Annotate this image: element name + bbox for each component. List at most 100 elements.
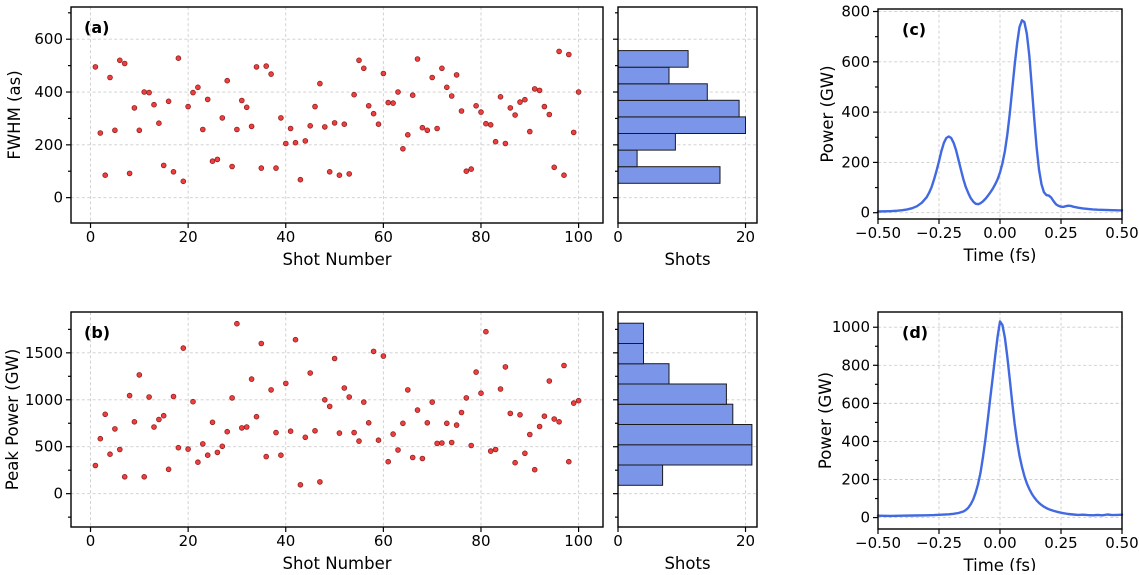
- scatter-point: [156, 120, 162, 126]
- scatter-point: [253, 64, 260, 70]
- scatter-point: [419, 124, 426, 131]
- c-ytick-label: 600: [841, 53, 870, 71]
- a-scatter-frame: [70, 6, 604, 224]
- c-ytick-label: 800: [841, 3, 870, 21]
- scatter-point: [365, 103, 372, 109]
- scatter-point: [507, 410, 514, 417]
- scatter-point: [565, 458, 572, 465]
- scatter-point: [395, 447, 401, 453]
- d-ytick-label: 400: [841, 432, 870, 450]
- a-scatter-xtick-label: 20: [179, 228, 198, 246]
- b-hist-xtick-label: 20: [736, 532, 755, 550]
- scatter-point: [502, 364, 509, 370]
- b-scatter-ticks: [66, 328, 580, 532]
- scatter-point: [185, 446, 191, 452]
- d-ylabel: Power (GW): [816, 372, 835, 469]
- scatter-point: [390, 431, 396, 437]
- scatter-point: [117, 57, 123, 64]
- scatter-point: [331, 120, 338, 126]
- scatter-point: [443, 84, 450, 91]
- histogram-bar: [617, 403, 734, 426]
- scatter-point: [565, 51, 572, 58]
- a-scatter-xtick-label: 60: [374, 228, 393, 246]
- d-panel-letter: (d): [902, 323, 928, 342]
- scatter-point: [282, 140, 289, 147]
- scatter-point: [175, 55, 182, 61]
- d-ytick-label: 800: [841, 356, 870, 374]
- scatter-point: [92, 64, 99, 70]
- panel-c: −0.50 −0.25 0.00 0.25 0.50 0 200 400 600 800 Time …: [818, 3, 1139, 265]
- scatter-point: [439, 65, 445, 72]
- scatter-point: [360, 65, 367, 72]
- scatter-point: [146, 394, 152, 400]
- b-scatter-xtick-label: 20: [179, 532, 198, 550]
- scatter-point: [487, 448, 494, 454]
- scatter-point: [546, 378, 553, 384]
- scatter-point: [351, 91, 357, 98]
- scatter-point: [141, 473, 148, 480]
- scatter-point: [536, 423, 543, 430]
- scatter-point: [302, 138, 309, 144]
- scatter-point: [165, 466, 172, 473]
- d-ytick-label: 200: [841, 471, 870, 489]
- scatter-point: [224, 428, 231, 435]
- scatter-point: [321, 396, 328, 403]
- b-scatter-grid: [71, 312, 603, 527]
- scatter-point: [434, 440, 440, 447]
- scatter-point: [180, 178, 187, 185]
- d-tick-labels: −0.50 −0.25 0.00 0.25 0.50 0 200 400 600 800 1000: [832, 318, 1139, 552]
- histogram-bar: [617, 343, 644, 365]
- scatter-point: [424, 127, 431, 134]
- c-power-curve: [876, 19, 1124, 213]
- a-scatter-xtick-label: 80: [471, 228, 490, 246]
- scatter-point: [526, 431, 533, 438]
- scatter-point: [575, 89, 582, 95]
- b-hist-xtick-label: 0: [613, 532, 623, 550]
- scatter-point: [346, 394, 353, 400]
- a-scatter-ticks: [66, 12, 580, 228]
- scatter-point: [487, 122, 494, 128]
- scatter-point: [541, 103, 548, 110]
- scatter-point: [297, 481, 304, 488]
- scatter-point: [424, 419, 431, 426]
- scatter-point: [126, 392, 133, 399]
- scatter-point: [263, 63, 270, 69]
- d-xtick-label: −0.50: [855, 534, 901, 552]
- scatter-point: [258, 340, 265, 347]
- scatter-point: [146, 89, 152, 96]
- a-hist-xlabel: Shots: [664, 250, 710, 269]
- scatter-point: [341, 121, 348, 127]
- scatter-point: [248, 123, 255, 130]
- d-grid: [878, 312, 1122, 529]
- scatter-point: [292, 139, 299, 146]
- scatter-point: [156, 416, 162, 423]
- scatter-point: [434, 125, 440, 132]
- scatter-point: [365, 419, 372, 426]
- scatter-point: [112, 426, 118, 432]
- scatter-point: [273, 165, 279, 171]
- scatter-point: [551, 416, 557, 422]
- c-ytick-label: 400: [841, 103, 870, 121]
- a-scatter-tick-labels: 0 20 40 60 80 100 0 200 400 600: [34, 30, 593, 246]
- scatter-point: [175, 444, 182, 451]
- histogram-bar: [617, 50, 689, 68]
- scatter-point: [107, 74, 113, 81]
- scatter-point: [409, 92, 416, 98]
- scatter-point: [117, 446, 123, 453]
- scatter-point: [170, 393, 177, 400]
- b-scatter-points: [92, 320, 582, 488]
- scatter-point: [575, 397, 582, 404]
- d-xlabel: Time (fs): [963, 556, 1037, 571]
- scatter-point: [121, 60, 128, 67]
- scatter-point: [190, 89, 196, 96]
- scatter-point: [385, 99, 392, 106]
- scatter-point: [204, 452, 211, 459]
- scatter-point: [160, 162, 167, 169]
- scatter-point: [268, 71, 274, 77]
- scatter-point: [395, 89, 401, 95]
- scatter-point: [239, 97, 245, 104]
- scatter-point: [234, 320, 240, 327]
- histogram-bar: [617, 99, 740, 118]
